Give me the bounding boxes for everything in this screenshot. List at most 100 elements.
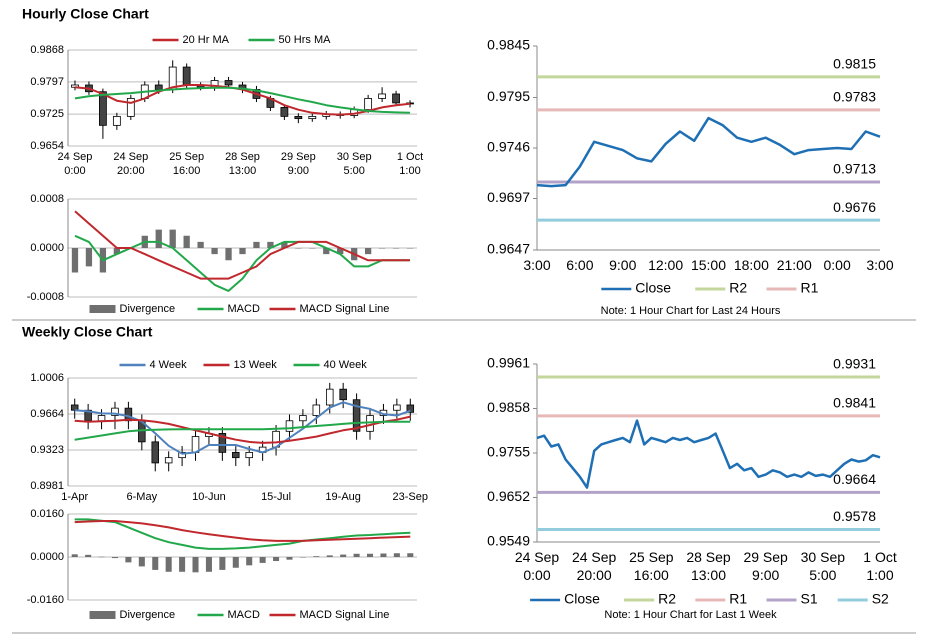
- x-tick-label: 10-Jun: [192, 491, 226, 503]
- x-tick-label-box: 21:00: [776, 257, 812, 273]
- divergence-bar: [380, 553, 387, 557]
- legend-label: 20 Hr MA: [183, 34, 230, 46]
- legend-label: Divergence: [120, 609, 176, 621]
- divergence-bar: [267, 241, 274, 248]
- candle-body: [126, 98, 135, 117]
- x-tick-label: 28 Sep 13:00: [686, 549, 731, 583]
- x-tick-label-box: 1 Oct 1:00: [863, 549, 897, 583]
- divergence-bar: [407, 553, 414, 557]
- x-tick-label: 1 Oct 1:00: [863, 549, 897, 583]
- candle-body: [154, 84, 163, 90]
- candle-body: [392, 93, 400, 104]
- x-tick-label-box: 0:00: [823, 257, 851, 273]
- y-tick-label: 0.0008: [30, 193, 64, 205]
- divergence-bar: [152, 557, 159, 570]
- series-line: [74, 518, 411, 550]
- series-line: [74, 210, 410, 280]
- y-tick-label: 0.9664: [30, 408, 64, 420]
- divergence-bar: [253, 241, 260, 248]
- divergence-bar: [309, 248, 316, 249]
- candle-body: [232, 451, 240, 459]
- divergence-bar: [183, 235, 190, 248]
- chart-note: Note: 1 Hour Chart for Last 1 Week: [604, 609, 777, 621]
- candle-body: [111, 407, 119, 416]
- level-label: 0.9815: [833, 56, 876, 72]
- y-tick-label: 0.9795: [487, 88, 530, 104]
- x-tick-label: 3:00: [523, 257, 551, 273]
- candle-body: [164, 457, 173, 464]
- legend-label: R1: [801, 280, 819, 296]
- candle-body: [218, 433, 227, 453]
- x-tick-label: 29 Sep 9:00: [280, 151, 316, 177]
- divergence-bar: [155, 229, 162, 248]
- x-tick-label: 0:00: [823, 257, 851, 273]
- x-tick-label: 6-May: [126, 491, 158, 503]
- y-tick-label: 0.9725: [30, 108, 64, 120]
- x-tick-label-box: 18:00: [734, 257, 769, 273]
- y-tick-label: 0.0000: [30, 242, 64, 254]
- x-tick-label-box: 12:00: [648, 257, 683, 273]
- x-tick-label: 1-Apr: [61, 491, 89, 503]
- level-label: 0.9841: [833, 395, 876, 411]
- x-tick-label-box: 19-Aug: [325, 491, 360, 503]
- series-line: [74, 86, 411, 114]
- legend-label: MACD: [228, 609, 260, 621]
- x-tick-label: 21:00: [776, 257, 812, 273]
- legend-label: 4 Week: [150, 359, 188, 371]
- x-tick-label-box: 29 Sep 9:00: [743, 549, 787, 583]
- x-tick-label: 25 Sep 16:00: [629, 549, 674, 583]
- legend-label: Close: [564, 591, 600, 607]
- candle-body: [178, 451, 186, 459]
- x-tick-label-box: 29 Sep 9:00: [280, 151, 316, 177]
- y-tick-label: 0.9549: [487, 533, 530, 549]
- x-tick-label: 30 Sep 5:00: [336, 151, 372, 177]
- series-line: [74, 234, 410, 292]
- level-label: 0.9664: [833, 471, 876, 487]
- divergence-bar: [323, 248, 330, 255]
- candle-body: [299, 415, 307, 422]
- divergence-bar: [340, 554, 347, 557]
- x-tick-label: 25 Sep 16:00: [169, 151, 205, 177]
- legend-swatch: [89, 305, 116, 313]
- legend-label: MACD Signal Line: [300, 609, 390, 621]
- legend-label: 13 Week: [234, 359, 278, 371]
- legend-label: S1: [801, 591, 818, 607]
- x-tick-label-box: 24 Sep 20:00: [571, 549, 617, 583]
- candle-body: [97, 415, 106, 422]
- legend-label: MACD: [228, 303, 260, 315]
- x-tick-label-box: 15:00: [691, 257, 726, 273]
- candle-body: [312, 404, 321, 416]
- x-tick-label-box: 10-Jun: [192, 491, 226, 503]
- level-label: 0.9578: [833, 508, 876, 524]
- x-tick-label: 24 Sep 20:00: [571, 549, 617, 583]
- y-tick-label: 0.9654: [30, 140, 64, 152]
- x-tick-label: 9:00: [609, 257, 637, 273]
- y-tick-label: 0.9647: [487, 241, 530, 257]
- x-tick-label-box: 3:00: [866, 257, 893, 273]
- candle-body: [280, 107, 289, 117]
- divergence-bar: [192, 557, 199, 573]
- chart-note: Note: 1 Hour Chart for Last 24 Hours: [601, 305, 781, 317]
- x-tick-label: 24 Sep 20:00: [113, 151, 149, 177]
- candle-body: [245, 451, 253, 459]
- series-line: [74, 401, 411, 455]
- legend-label: MACD Signal Line: [300, 303, 390, 315]
- level-label: 0.9931: [833, 356, 876, 372]
- divergence-bar: [225, 248, 232, 261]
- divergence-bar: [125, 557, 132, 563]
- y-tick-label: 0.8981: [30, 480, 64, 492]
- candle-body: [99, 91, 107, 126]
- y-tick-label: 0.9961: [487, 355, 530, 371]
- y-tick-label: 0.9755: [487, 444, 530, 460]
- divergence-bar: [85, 248, 93, 267]
- x-tick-label-box: 30 Sep 5:00: [801, 549, 845, 583]
- candle-body: [84, 409, 92, 422]
- divergence-bar: [313, 556, 320, 557]
- candle-body: [364, 98, 373, 111]
- x-tick-label-box: 25 Sep 16:00: [169, 151, 205, 177]
- divergence-bar: [281, 241, 288, 248]
- candle-body: [393, 404, 401, 411]
- legend-label: R1: [729, 591, 747, 607]
- y-tick-label: 0.9845: [487, 37, 530, 53]
